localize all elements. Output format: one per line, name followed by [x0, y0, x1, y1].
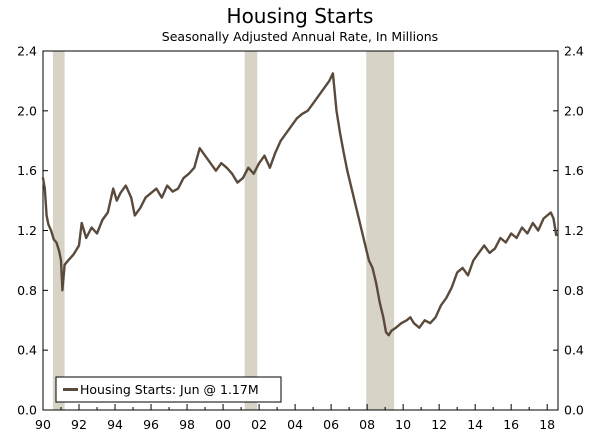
y-tick-label-left: 0.4 — [17, 343, 37, 358]
axis-ticks: 0.0 0.0 0.4 0.4 0.8 0.8 1.2 1.2 1.6 1.6 2.0 2.0 2.4 2… — [17, 44, 584, 433]
y-tick-label-left: 1.2 — [17, 223, 37, 238]
chart-subtitle: Seasonally Adjusted Annual Rate, In Mill… — [162, 29, 438, 44]
recession-band-1 — [52, 51, 65, 410]
recession-band-2 — [244, 51, 258, 410]
y-tick-label-left: 0.8 — [17, 283, 37, 298]
series-line-housing-starts — [41, 72, 558, 337]
x-tick-label: 94 — [107, 417, 123, 432]
x-tick-label: 04 — [287, 417, 303, 432]
y-tick-label-left: 2.0 — [17, 103, 37, 118]
x-tick-label: 18 — [539, 417, 555, 432]
y-tick-label-right: 0.8 — [564, 283, 584, 298]
y-tick-label-left: 1.6 — [17, 163, 37, 178]
x-tick-label: 00 — [215, 417, 231, 432]
y-tick-label-right: 0.0 — [564, 403, 584, 418]
legend: Housing Starts: Jun @ 1.17M — [55, 376, 282, 403]
x-tick-label: 02 — [251, 417, 267, 432]
legend-label: Housing Starts: Jun @ 1.17M — [80, 382, 259, 397]
y-tick-label-right: 2.4 — [564, 44, 584, 59]
x-tick-label: 10 — [395, 417, 411, 432]
x-tick-label: 06 — [323, 417, 339, 432]
x-tick-label: 12 — [431, 417, 447, 432]
recession-band-3 — [366, 51, 395, 410]
x-tick-label: 92 — [71, 417, 87, 432]
x-tick-label: 98 — [179, 417, 195, 432]
series-layer — [41, 72, 558, 337]
x-tick-label: 90 — [35, 417, 51, 432]
legend-box — [55, 376, 282, 403]
x-tick-label: 08 — [359, 417, 375, 432]
y-tick-label-right: 2.0 — [564, 103, 584, 118]
y-tick-label-right: 1.6 — [564, 163, 584, 178]
x-tick-label: 14 — [467, 417, 483, 432]
chart-title: Housing Starts — [227, 4, 374, 28]
y-tick-label-right: 1.2 — [564, 223, 584, 238]
recession-bands — [52, 51, 395, 410]
plot-area — [42, 50, 559, 411]
y-tick-label-left: 0.0 — [17, 403, 37, 418]
y-tick-label-right: 0.4 — [564, 343, 584, 358]
x-tick-label: 16 — [503, 417, 519, 432]
x-tick-label: 96 — [143, 417, 159, 432]
y-tick-label-left: 2.4 — [17, 44, 37, 59]
